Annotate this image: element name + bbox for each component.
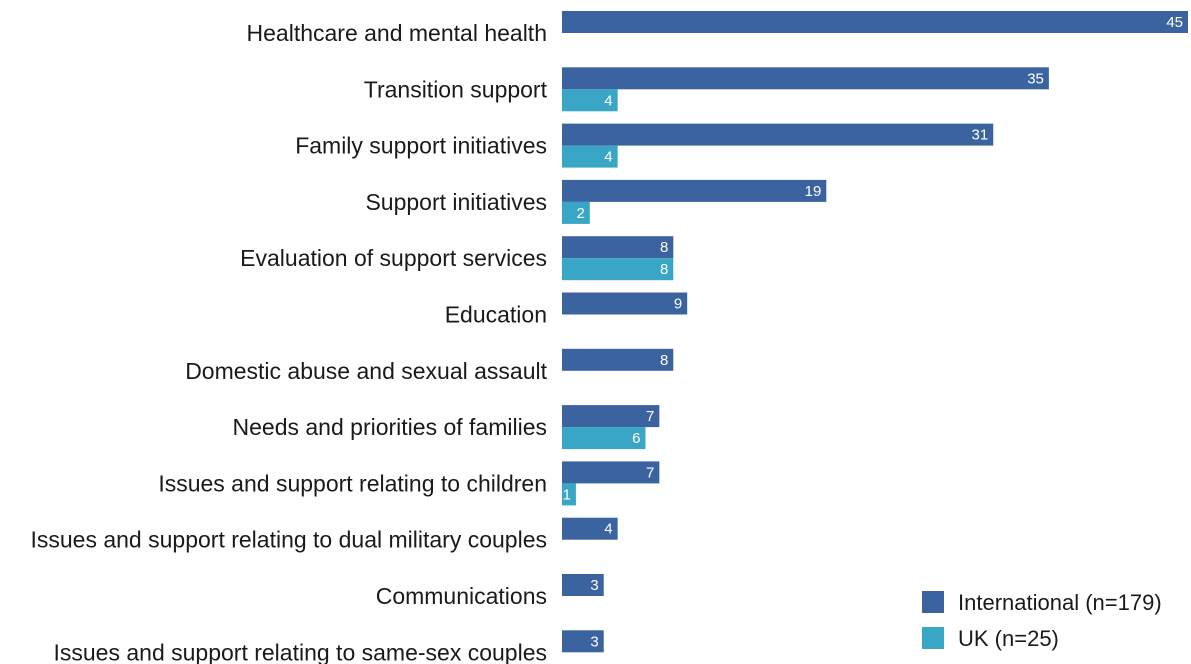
- bar-international: [562, 405, 660, 428]
- bar-uk: [562, 483, 576, 506]
- legend: International (n=179) UK (n=25): [922, 590, 1162, 651]
- data-label: 8: [660, 261, 668, 278]
- bar-international: [562, 179, 827, 202]
- data-label: 2: [576, 205, 584, 222]
- data-label: 8: [660, 352, 668, 369]
- data-label: 31: [972, 127, 989, 144]
- category-label: Support initiatives: [365, 189, 547, 215]
- bar-international: [562, 67, 1049, 90]
- bar-uk: [562, 201, 590, 224]
- bar-international: [562, 292, 688, 315]
- bar-international: [562, 630, 604, 653]
- category-label: Healthcare and mental health: [247, 20, 547, 46]
- data-label: 19: [805, 183, 822, 200]
- bar-international: [562, 517, 618, 540]
- bar-international: [562, 348, 674, 371]
- data-label: 35: [1027, 70, 1044, 87]
- category-label: Communications: [376, 583, 547, 609]
- data-label: 7: [646, 464, 654, 481]
- category-label: Needs and priorities of families: [233, 414, 547, 440]
- data-label: 4: [604, 521, 612, 538]
- category-label: Family support initiatives: [295, 133, 547, 159]
- category-label: Issues and support relating to dual mili…: [30, 527, 547, 553]
- category-label: Education: [445, 302, 547, 328]
- bar-uk: [562, 427, 646, 450]
- data-label: 1: [563, 486, 571, 503]
- legend-label-uk: UK (n=25): [958, 626, 1059, 651]
- category-label: Evaluation of support services: [240, 245, 547, 271]
- data-label: 3: [590, 633, 598, 650]
- data-label: 3: [590, 577, 598, 594]
- bar-international: [562, 236, 674, 259]
- data-label: 9: [674, 296, 682, 313]
- category-label: Issues and support relating to same-sex …: [54, 639, 548, 664]
- data-label: 45: [1166, 14, 1183, 31]
- category-label: Issues and support relating to children: [158, 470, 547, 496]
- data-label: 8: [660, 239, 668, 256]
- category-label: Transition support: [364, 76, 548, 102]
- bar-international: [562, 461, 660, 484]
- bar-international: [562, 123, 994, 146]
- bar-international: [562, 11, 1188, 33]
- category-labels: Healthcare and mental health Transition s…: [30, 20, 547, 664]
- legend-swatch-uk: [922, 627, 944, 649]
- category-label: Domestic abuse and sexual assault: [185, 358, 547, 384]
- data-label: 4: [604, 149, 612, 166]
- bar-uk: [562, 145, 618, 168]
- data-label: 6: [632, 430, 640, 447]
- bar-international: [562, 574, 604, 596]
- bar-group: 45 35 4 31 4 19 2 8 8 9 8 767 1 4 3 3: [562, 11, 1188, 653]
- data-label: 4: [604, 92, 612, 109]
- bar-uk: [562, 258, 674, 281]
- bar-uk: [562, 89, 618, 112]
- legend-label-international: International (n=179): [958, 590, 1162, 615]
- legend-swatch-international: [922, 591, 944, 613]
- data-label: 7: [646, 408, 654, 425]
